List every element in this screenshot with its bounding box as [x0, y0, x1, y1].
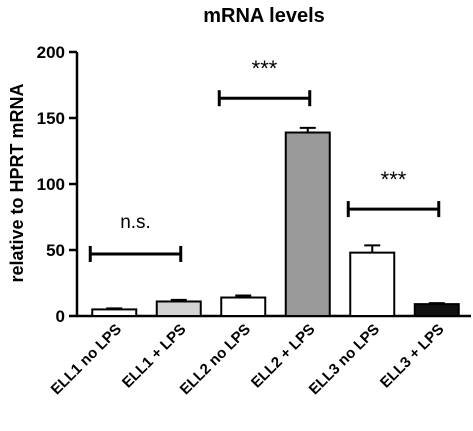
y-tick-label: 100 [37, 175, 65, 194]
bar [220, 296, 267, 317]
x-category-label: ELL2 + LPS [248, 321, 319, 392]
bar [155, 300, 202, 318]
y-tick-label: 50 [46, 241, 65, 260]
y-axis-label: relative to HPRT mRNA [7, 83, 27, 282]
significance-label: *** [381, 167, 407, 192]
significance-label: n.s. [120, 212, 151, 233]
x-category-label: ELL1 no LPS [48, 321, 125, 398]
x-category-label: ELL3 + LPS [377, 321, 448, 392]
x-category-label: ELL1 + LPS [119, 321, 190, 392]
significance-label: *** [252, 56, 278, 81]
y-tick-label: 0 [56, 307, 65, 326]
bar [284, 131, 331, 317]
bars [91, 126, 460, 318]
y-ticks: 0 50 100 150 200 [37, 43, 77, 326]
y-tick-label: 150 [37, 109, 65, 128]
bar [413, 303, 460, 317]
chart-title: mRNA levels [203, 5, 325, 27]
bar [91, 308, 138, 317]
significance-annotations: n.s. *** *** [88, 56, 441, 262]
bar [349, 251, 396, 317]
y-tick-label: 200 [37, 43, 65, 62]
